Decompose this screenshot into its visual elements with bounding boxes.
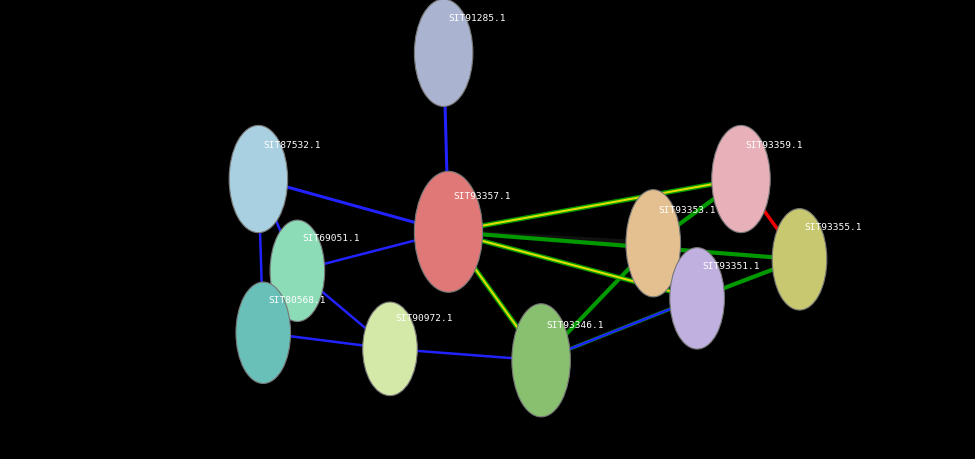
Ellipse shape xyxy=(712,125,770,233)
Text: SIT93351.1: SIT93351.1 xyxy=(702,262,760,271)
Ellipse shape xyxy=(414,0,473,106)
Ellipse shape xyxy=(512,304,570,417)
Text: SIT90972.1: SIT90972.1 xyxy=(395,314,452,323)
Ellipse shape xyxy=(270,220,325,321)
Ellipse shape xyxy=(229,125,288,233)
Text: SIT93357.1: SIT93357.1 xyxy=(453,191,511,201)
Text: SIT91285.1: SIT91285.1 xyxy=(448,14,506,23)
Text: SIT80568.1: SIT80568.1 xyxy=(268,296,326,305)
Ellipse shape xyxy=(414,171,483,292)
Text: SIT93359.1: SIT93359.1 xyxy=(746,141,803,150)
Text: SIT93355.1: SIT93355.1 xyxy=(804,223,862,232)
Ellipse shape xyxy=(363,302,417,396)
Ellipse shape xyxy=(670,248,724,349)
Text: SIT93346.1: SIT93346.1 xyxy=(546,321,604,330)
Text: SIT69051.1: SIT69051.1 xyxy=(302,234,360,243)
Ellipse shape xyxy=(772,209,827,310)
Text: SIT93353.1: SIT93353.1 xyxy=(658,206,716,215)
Ellipse shape xyxy=(236,282,291,383)
Text: SIT87532.1: SIT87532.1 xyxy=(263,141,321,150)
Ellipse shape xyxy=(626,190,681,297)
